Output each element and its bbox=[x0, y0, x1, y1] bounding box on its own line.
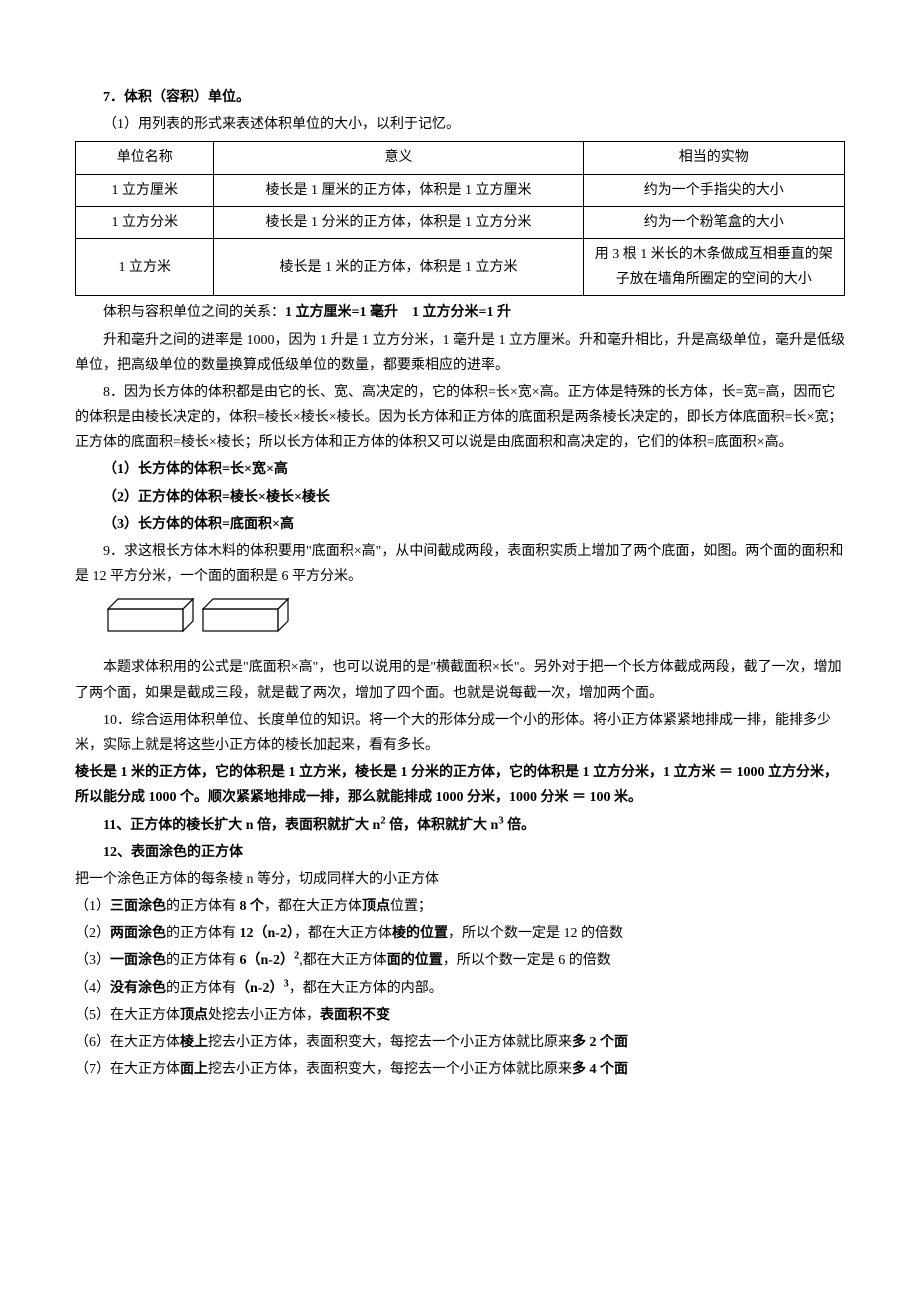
table-cell: 棱长是 1 厘米的正方体，体积是 1 立方厘米 bbox=[214, 174, 583, 206]
section12-item: （4）没有涂色的正方体有（n-2）3，都在大正方体的内部。 bbox=[75, 976, 845, 1001]
section7-intro: （1）用列表的形式来表述体积单位的大小，以利于记忆。 bbox=[75, 112, 845, 137]
formula-2: （2）正方体的体积=棱长×棱长×棱长 bbox=[75, 485, 845, 510]
cuboid-svg bbox=[103, 597, 303, 647]
section11-title: 11、正方体的棱长扩大 n 倍，表面积就扩大 n2 倍，体积就扩大 n3 倍。 bbox=[75, 813, 845, 838]
section12-item: （3）一面涂色的正方体有 6（n-2）2,都在大正方体面的位置，所以个数一定是 … bbox=[75, 948, 845, 973]
section12-item: （6）在大正方体棱上挖去小正方体，表面积变大，每挖去一个小正方体就比原来多 2 … bbox=[75, 1030, 845, 1055]
section12-item: （1）三面涂色的正方体有 8 个，都在大正方体顶点位置； bbox=[75, 894, 845, 919]
table-header: 意义 bbox=[214, 142, 583, 174]
table-cell: 用 3 根 1 米长的木条做成互相垂直的架子放在墙角所圈定的空间的大小 bbox=[583, 238, 844, 295]
cuboid-diagram bbox=[103, 597, 845, 647]
section10-para1: 10．综合运用体积单位、长度单位的知识。将一个大的形体分成一个小的形体。将小正方… bbox=[75, 708, 845, 758]
table-cell: 1 立方米 bbox=[76, 238, 214, 295]
table-cell: 约为一个手指尖的大小 bbox=[583, 174, 844, 206]
table-row: 1 立方米 棱长是 1 米的正方体，体积是 1 立方米 用 3 根 1 米长的木… bbox=[76, 238, 845, 295]
table-header: 单位名称 bbox=[76, 142, 214, 174]
formula-1: （1）长方体的体积=长×宽×高 bbox=[75, 457, 845, 482]
section12-item: （2）两面涂色的正方体有 12（n-2），都在大正方体棱的位置，所以个数一定是 … bbox=[75, 921, 845, 946]
table-row: 1 立方分米 棱长是 1 分米的正方体，体积是 1 立方分米 约为一个粉笔盒的大… bbox=[76, 206, 845, 238]
table-header: 相当的实物 bbox=[583, 142, 844, 174]
section12-item: （5）在大正方体顶点处挖去小正方体，表面积不变 bbox=[75, 1003, 845, 1028]
table-cell: 1 立方厘米 bbox=[76, 174, 214, 206]
table-header-row: 单位名称 意义 相当的实物 bbox=[76, 142, 845, 174]
volume-units-table: 单位名称 意义 相当的实物 1 立方厘米 棱长是 1 厘米的正方体，体积是 1 … bbox=[75, 141, 845, 296]
volume-relation: 体积与容积单位之间的关系：1 立方厘米=1 毫升 1 立方分米=1 升 bbox=[75, 300, 845, 325]
table-cell: 约为一个粉笔盒的大小 bbox=[583, 206, 844, 238]
section12-item: （7）在大正方体面上挖去小正方体，表面积变大，每挖去一个小正方体就比原来多 4 … bbox=[75, 1057, 845, 1082]
formula-3: （3）长方体的体积=底面积×高 bbox=[75, 512, 845, 537]
table-cell: 棱长是 1 米的正方体，体积是 1 立方米 bbox=[214, 238, 583, 295]
section10-para2: 棱长是 1 米的正方体，它的体积是 1 立方米，棱长是 1 分米的正方体，它的体… bbox=[75, 760, 845, 810]
section8-para: 8．因为长方体的体积都是由它的长、宽、高决定的，它的体积=长×宽×高。正方体是特… bbox=[75, 380, 845, 456]
section12-title: 12、表面涂色的正方体 bbox=[75, 840, 845, 865]
section9-para1: 9．求这根长方体木料的体积要用"底面积×高"，从中间截成两段，表面积实质上增加了… bbox=[75, 539, 845, 589]
section12-intro: 把一个涂色正方体的每条棱 n 等分，切成同样大的小正方体 bbox=[75, 867, 845, 892]
table-cell: 棱长是 1 分米的正方体，体积是 1 立方分米 bbox=[214, 206, 583, 238]
jinlv-para: 升和毫升之间的进率是 1000，因为 1 升是 1 立方分米，1 毫升是 1 立… bbox=[75, 328, 845, 378]
section7-title: 7．体积（容积）单位。 bbox=[75, 85, 845, 110]
table-cell: 1 立方分米 bbox=[76, 206, 214, 238]
section9-para2: 本题求体积用的公式是"底面积×高"，也可以说用的是"横截面积×长"。另外对于把一… bbox=[75, 655, 845, 705]
table-row: 1 立方厘米 棱长是 1 厘米的正方体，体积是 1 立方厘米 约为一个手指尖的大… bbox=[76, 174, 845, 206]
